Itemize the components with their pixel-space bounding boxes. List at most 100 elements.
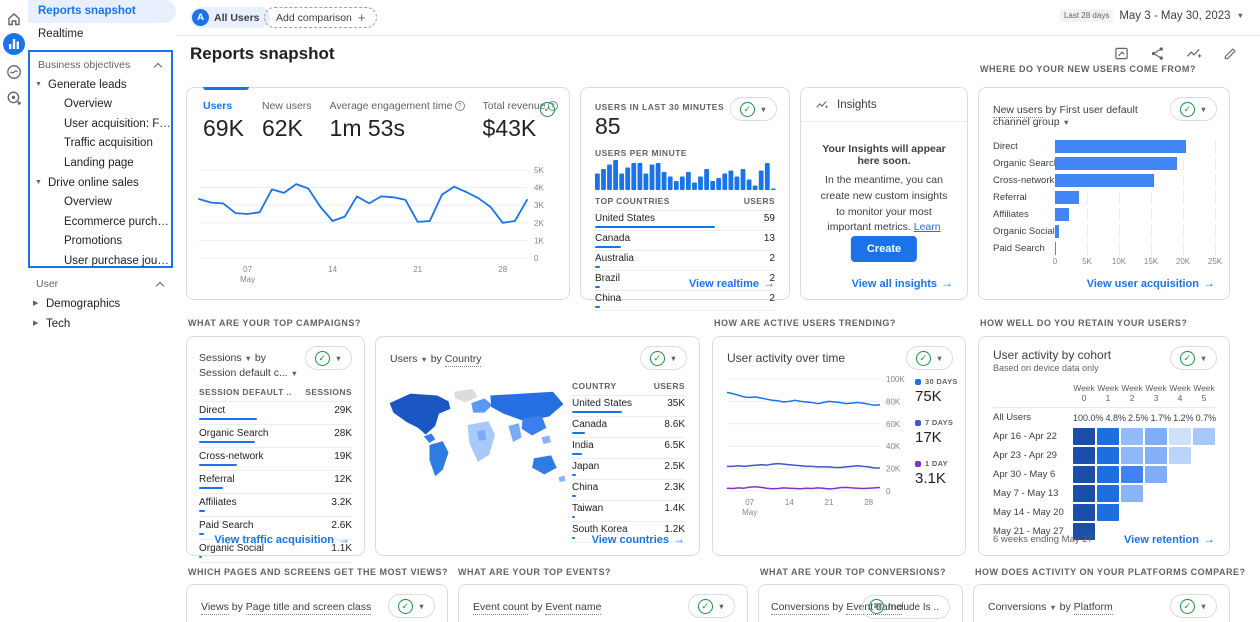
- campaigns-options[interactable]: ✓ ▼: [305, 346, 352, 370]
- sidebar-item-reports-snapshot[interactable]: Reports snapshot: [28, 0, 176, 23]
- platforms-dimension-control[interactable]: Conversions ▼ by Platform: [988, 601, 1113, 615]
- sidebar-item-promotions[interactable]: Promotions: [64, 235, 123, 247]
- nav-section-business-objectives[interactable]: Business objectives: [30, 55, 171, 75]
- channel-bar-direct[interactable]: Direct: [993, 138, 1216, 155]
- list-row-brazil[interactable]: Brazil 2: [595, 271, 775, 291]
- metric-tab-users[interactable]: Users 69K: [203, 100, 244, 141]
- list-row-united-states[interactable]: United States 59: [595, 211, 775, 231]
- pages-options[interactable]: ✓ ▼: [388, 594, 435, 618]
- campaigns-dimension-control[interactable]: Sessions ▼ by Session default c... ▼: [199, 352, 299, 380]
- view-retention-link[interactable]: View retention →: [1124, 532, 1215, 546]
- realtime-table-header: TOP COUNTRIES USERS: [595, 196, 775, 211]
- channel-bar-organic-social[interactable]: Organic Social: [993, 223, 1216, 240]
- svg-text:60K: 60K: [886, 420, 901, 429]
- metric-tabs: Users 69K New users 62K Average engageme…: [203, 100, 576, 142]
- list-row-affiliates[interactable]: Affiliates 3.2K: [199, 494, 352, 517]
- cohort-row-may-7-may-13[interactable]: May 7 - May 13: [993, 485, 1215, 502]
- cohort-options[interactable]: ✓ ▼: [1170, 346, 1217, 370]
- list-row-japan[interactable]: Japan 2.5K: [572, 459, 685, 480]
- list-row-organic-search[interactable]: Organic Search 28K: [199, 425, 352, 448]
- explore-icon[interactable]: [4, 62, 24, 82]
- list-row-china[interactable]: China 2: [595, 291, 775, 311]
- list-row-india[interactable]: India 6.5K: [572, 438, 685, 459]
- nav-section-user[interactable]: User: [28, 274, 173, 294]
- list-row-cross-network[interactable]: Cross-network 19K: [199, 448, 352, 471]
- view-traffic-acquisition-link[interactable]: View traffic acquisition →: [214, 532, 350, 546]
- realtime-options[interactable]: ✓ ▼: [730, 97, 777, 121]
- all-users-chip[interactable]: A All Users: [190, 7, 270, 28]
- sidebar-item-demographics[interactable]: ▶ Demographics: [28, 294, 173, 314]
- countries-options[interactable]: ✓ ▼: [640, 346, 687, 370]
- data-quality-icon[interactable]: ✓: [540, 102, 555, 117]
- list-row-canada[interactable]: Canada 8.6K: [572, 417, 685, 438]
- channel-bar-referral[interactable]: Referral: [993, 189, 1216, 206]
- edit-icon[interactable]: [1223, 46, 1238, 66]
- add-comparison-button[interactable]: Add comparison +: [264, 7, 378, 28]
- new-users-dimension-control[interactable]: New users by First user default channel …: [993, 104, 1138, 128]
- new-users-options[interactable]: ✓ ▼: [1170, 97, 1217, 121]
- countries-dimension-control[interactable]: Users ▼ by Country: [390, 353, 482, 367]
- channel-bar-paid-search[interactable]: Paid Search: [993, 240, 1216, 257]
- view-countries-link[interactable]: View countries →: [591, 532, 685, 546]
- list-row-australia[interactable]: Australia 2: [595, 251, 775, 271]
- list-row-organic-social[interactable]: Organic Social 1.1K: [199, 540, 352, 563]
- metric-tab-average-engagement-time[interactable]: Average engagement time? 1m 53s: [330, 100, 465, 142]
- metric-tab-new-users[interactable]: New users 62K: [261, 100, 312, 141]
- sidebar-item-realtime[interactable]: Realtime: [38, 28, 84, 40]
- channel-bar-organic-search[interactable]: Organic Search: [993, 155, 1216, 172]
- sidebar-item-user-purchase-journey[interactable]: User purchase journey: [64, 254, 171, 267]
- advertising-icon[interactable]: [4, 88, 24, 108]
- svg-text:May: May: [240, 275, 255, 284]
- caret-right-icon: ▶: [33, 320, 39, 327]
- cohort-row-apr-16-apr-22[interactable]: Apr 16 - Apr 22: [993, 428, 1215, 445]
- view-all-insights-link[interactable]: View all insights →: [851, 276, 953, 290]
- cohort-row-apr-23-apr-29[interactable]: Apr 23 - Apr 29: [993, 447, 1215, 464]
- caret-down-icon: ▼: [334, 353, 343, 363]
- list-row-direct[interactable]: Direct 29K: [199, 402, 352, 425]
- channel-bar-cross-network[interactable]: Cross-network: [993, 172, 1216, 189]
- insights-sparkle-icon: [816, 100, 829, 109]
- view-user-acquisition-link[interactable]: View user acquisition →: [1086, 276, 1215, 290]
- sidebar-item-traffic-acquisition[interactable]: Traffic acquisition: [64, 137, 153, 149]
- conversions-dimension-control[interactable]: Conversions by Event name: [771, 601, 903, 615]
- sidebar-item-tech[interactable]: ▶ Tech: [28, 314, 173, 334]
- events-dimension-control[interactable]: Event count by Event name: [473, 601, 602, 615]
- cohort-row-may-21-may-27[interactable]: May 21 - May 27: [993, 523, 1215, 540]
- cohort-title: User activity by cohort: [993, 348, 1112, 362]
- sidebar-item-user-acquisition-first-user[interactable]: User acquisition: First user ...: [64, 117, 171, 130]
- sidebar-item-overview[interactable]: Overview: [64, 196, 112, 208]
- home-icon[interactable]: [4, 9, 24, 29]
- countries-card: Users ▼ by Country ✓ ▼ COUNTRY USERS: [375, 336, 700, 556]
- data-quality-icon: ✓: [1179, 101, 1195, 117]
- list-row-canada[interactable]: Canada 13: [595, 231, 775, 251]
- channel-bar-affiliates[interactable]: Affiliates: [993, 206, 1216, 223]
- list-row-china[interactable]: China 2.3K: [572, 480, 685, 501]
- all-users-label: All Users: [214, 11, 260, 24]
- nav-group-generate-leads[interactable]: ▼ Generate leads: [30, 75, 171, 95]
- snapshot-metrics-card: Users 69K New users 62K Average engageme…: [186, 87, 570, 300]
- sidebar-item-overview[interactable]: Overview: [64, 98, 112, 110]
- nav-group-drive-online-sales[interactable]: ▼ Drive online sales: [30, 173, 171, 193]
- sidebar-item-landing-page[interactable]: Landing page: [64, 156, 134, 169]
- date-range-picker[interactable]: Last 28 days May 3 - May 30, 2023 ▼: [1059, 9, 1244, 22]
- insights-icon[interactable]: [1186, 46, 1202, 66]
- share-icon[interactable]: [1150, 46, 1165, 66]
- list-row-south-korea[interactable]: South Korea 1.2K: [572, 522, 685, 543]
- cohort-row-may-14-may-20[interactable]: May 14 - May 20: [993, 504, 1215, 521]
- view-realtime-link[interactable]: View realtime →: [688, 276, 775, 290]
- list-row-united-states[interactable]: United States 35K: [572, 396, 685, 417]
- conversions-filter-chip[interactable]: Include Is ..: [861, 595, 950, 619]
- cohort-row-apr-30-may-6[interactable]: Apr 30 - May 6: [993, 466, 1215, 483]
- platforms-options[interactable]: ✓ ▼: [1170, 594, 1217, 618]
- pages-dimension-control[interactable]: Views by Page title and screen class: [201, 601, 372, 615]
- list-row-paid-search[interactable]: Paid Search 2.6K: [199, 517, 352, 540]
- customize-report-icon[interactable]: [1114, 46, 1129, 66]
- reports-icon[interactable]: [3, 33, 25, 55]
- sidebar-item-ecommerce-purchases[interactable]: Ecommerce purchases: [64, 215, 171, 228]
- funnel-icon: [873, 603, 883, 611]
- activity-options[interactable]: ✓ ▼: [906, 346, 953, 370]
- create-insight-button[interactable]: Create: [850, 236, 918, 262]
- list-row-taiwan[interactable]: Taiwan 1.4K: [572, 501, 685, 522]
- events-options[interactable]: ✓ ▼: [688, 594, 735, 618]
- list-row-referral[interactable]: Referral 12K: [199, 471, 352, 494]
